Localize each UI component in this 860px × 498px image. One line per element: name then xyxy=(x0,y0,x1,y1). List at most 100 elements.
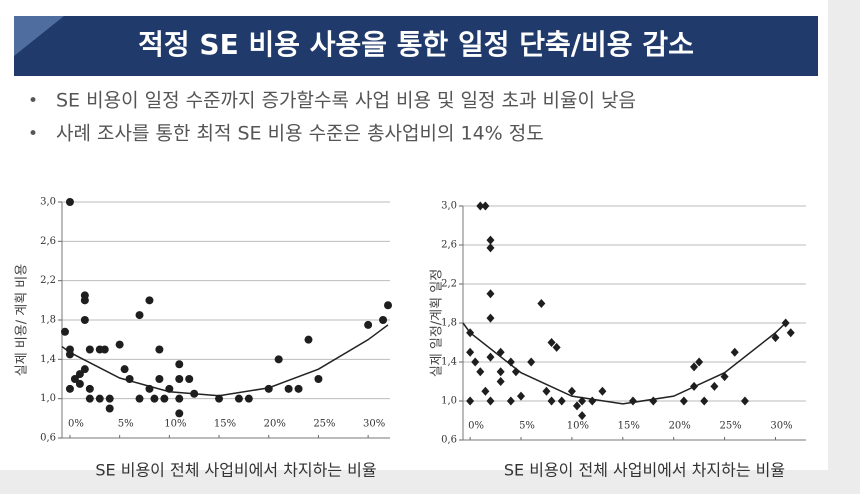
point xyxy=(547,396,556,406)
point xyxy=(105,404,114,413)
y-tick-label: 3,0 xyxy=(40,197,56,208)
point xyxy=(175,394,184,403)
point xyxy=(506,357,515,367)
point xyxy=(471,357,480,367)
x-tick-label: 10% xyxy=(164,419,186,430)
point xyxy=(710,381,719,391)
y-tick-label: 1,0 xyxy=(441,396,457,407)
point xyxy=(720,372,729,382)
point xyxy=(155,345,164,354)
point xyxy=(185,375,194,383)
point xyxy=(190,389,199,398)
point xyxy=(215,394,224,403)
point xyxy=(274,355,283,364)
side-band xyxy=(828,0,860,494)
point xyxy=(496,377,505,386)
point xyxy=(598,386,607,396)
bottom-band xyxy=(0,470,860,494)
point xyxy=(781,318,790,328)
point xyxy=(135,311,144,320)
bullet-dot: • xyxy=(28,124,38,144)
point xyxy=(690,362,699,372)
trend-line xyxy=(462,322,787,405)
point xyxy=(695,357,704,367)
point xyxy=(175,360,184,369)
point xyxy=(80,291,89,300)
point xyxy=(294,384,303,393)
y-tick-label: 2,2 xyxy=(441,279,457,290)
point xyxy=(552,342,561,352)
y-tick-label: 0,6 xyxy=(441,435,457,446)
y-tick-label: 1,8 xyxy=(40,315,56,326)
bullet: SE 비용이 일정 수준까지 증가할수록 사업 비용 및 일정 초과 비율이 낮… xyxy=(56,90,636,112)
point xyxy=(234,394,243,403)
x-tick-label: 5% xyxy=(118,419,134,430)
slide-title: 적정 SE 비용 사용을 통한 일정 단축/비용 감소 xyxy=(138,28,694,61)
point xyxy=(486,396,495,406)
point xyxy=(486,235,495,245)
banner-accent xyxy=(14,16,64,56)
point xyxy=(628,396,637,406)
point xyxy=(786,328,795,338)
point xyxy=(649,396,658,406)
point xyxy=(481,386,490,396)
y-tick-label: 2,2 xyxy=(40,275,56,286)
point xyxy=(65,198,74,206)
point xyxy=(65,350,74,359)
point xyxy=(175,375,184,383)
x-tick-label: 20% xyxy=(264,419,286,430)
point xyxy=(379,316,388,324)
point xyxy=(486,243,495,253)
bullet-dot: • xyxy=(28,91,38,111)
point xyxy=(466,328,475,338)
x-tick-label: 0% xyxy=(468,421,484,432)
point xyxy=(304,335,313,344)
point xyxy=(314,375,323,383)
x-tick-label: 25% xyxy=(719,421,741,432)
point xyxy=(527,357,536,367)
point xyxy=(115,340,124,349)
point xyxy=(537,299,546,308)
y-tick-label: 1,4 xyxy=(441,357,457,368)
point xyxy=(384,301,393,310)
point xyxy=(496,367,505,377)
point xyxy=(125,375,134,383)
point xyxy=(75,370,84,379)
point xyxy=(486,313,495,323)
point xyxy=(476,201,485,211)
point xyxy=(486,352,495,362)
point xyxy=(578,396,587,406)
point xyxy=(572,401,581,411)
point xyxy=(486,289,495,299)
point xyxy=(175,409,184,418)
x-axis-label: SE 비용이 전체 사업비에서 차지하는 비율 xyxy=(504,461,785,480)
x-tick-label: 15% xyxy=(214,419,236,430)
y-tick-label: 1,4 xyxy=(40,354,56,365)
point xyxy=(284,384,293,393)
point xyxy=(85,394,94,403)
point xyxy=(364,320,373,329)
point xyxy=(517,391,526,401)
point xyxy=(542,386,551,396)
point xyxy=(60,327,69,336)
point xyxy=(730,347,739,357)
x-tick-label: 25% xyxy=(313,419,335,430)
point xyxy=(244,394,253,403)
y-tick-label: 1,0 xyxy=(40,393,56,404)
y-tick-label: 1,8 xyxy=(441,318,457,329)
point xyxy=(740,396,749,406)
point xyxy=(80,365,89,374)
x-tick-label: 10% xyxy=(567,421,589,432)
point xyxy=(557,396,566,406)
point xyxy=(150,394,159,403)
point xyxy=(105,394,114,403)
point xyxy=(511,367,520,377)
point xyxy=(80,316,89,324)
point xyxy=(690,381,699,391)
point xyxy=(476,367,485,377)
point xyxy=(466,396,475,406)
point xyxy=(95,394,104,403)
x-tick-label: 20% xyxy=(669,421,691,432)
point xyxy=(160,394,169,403)
